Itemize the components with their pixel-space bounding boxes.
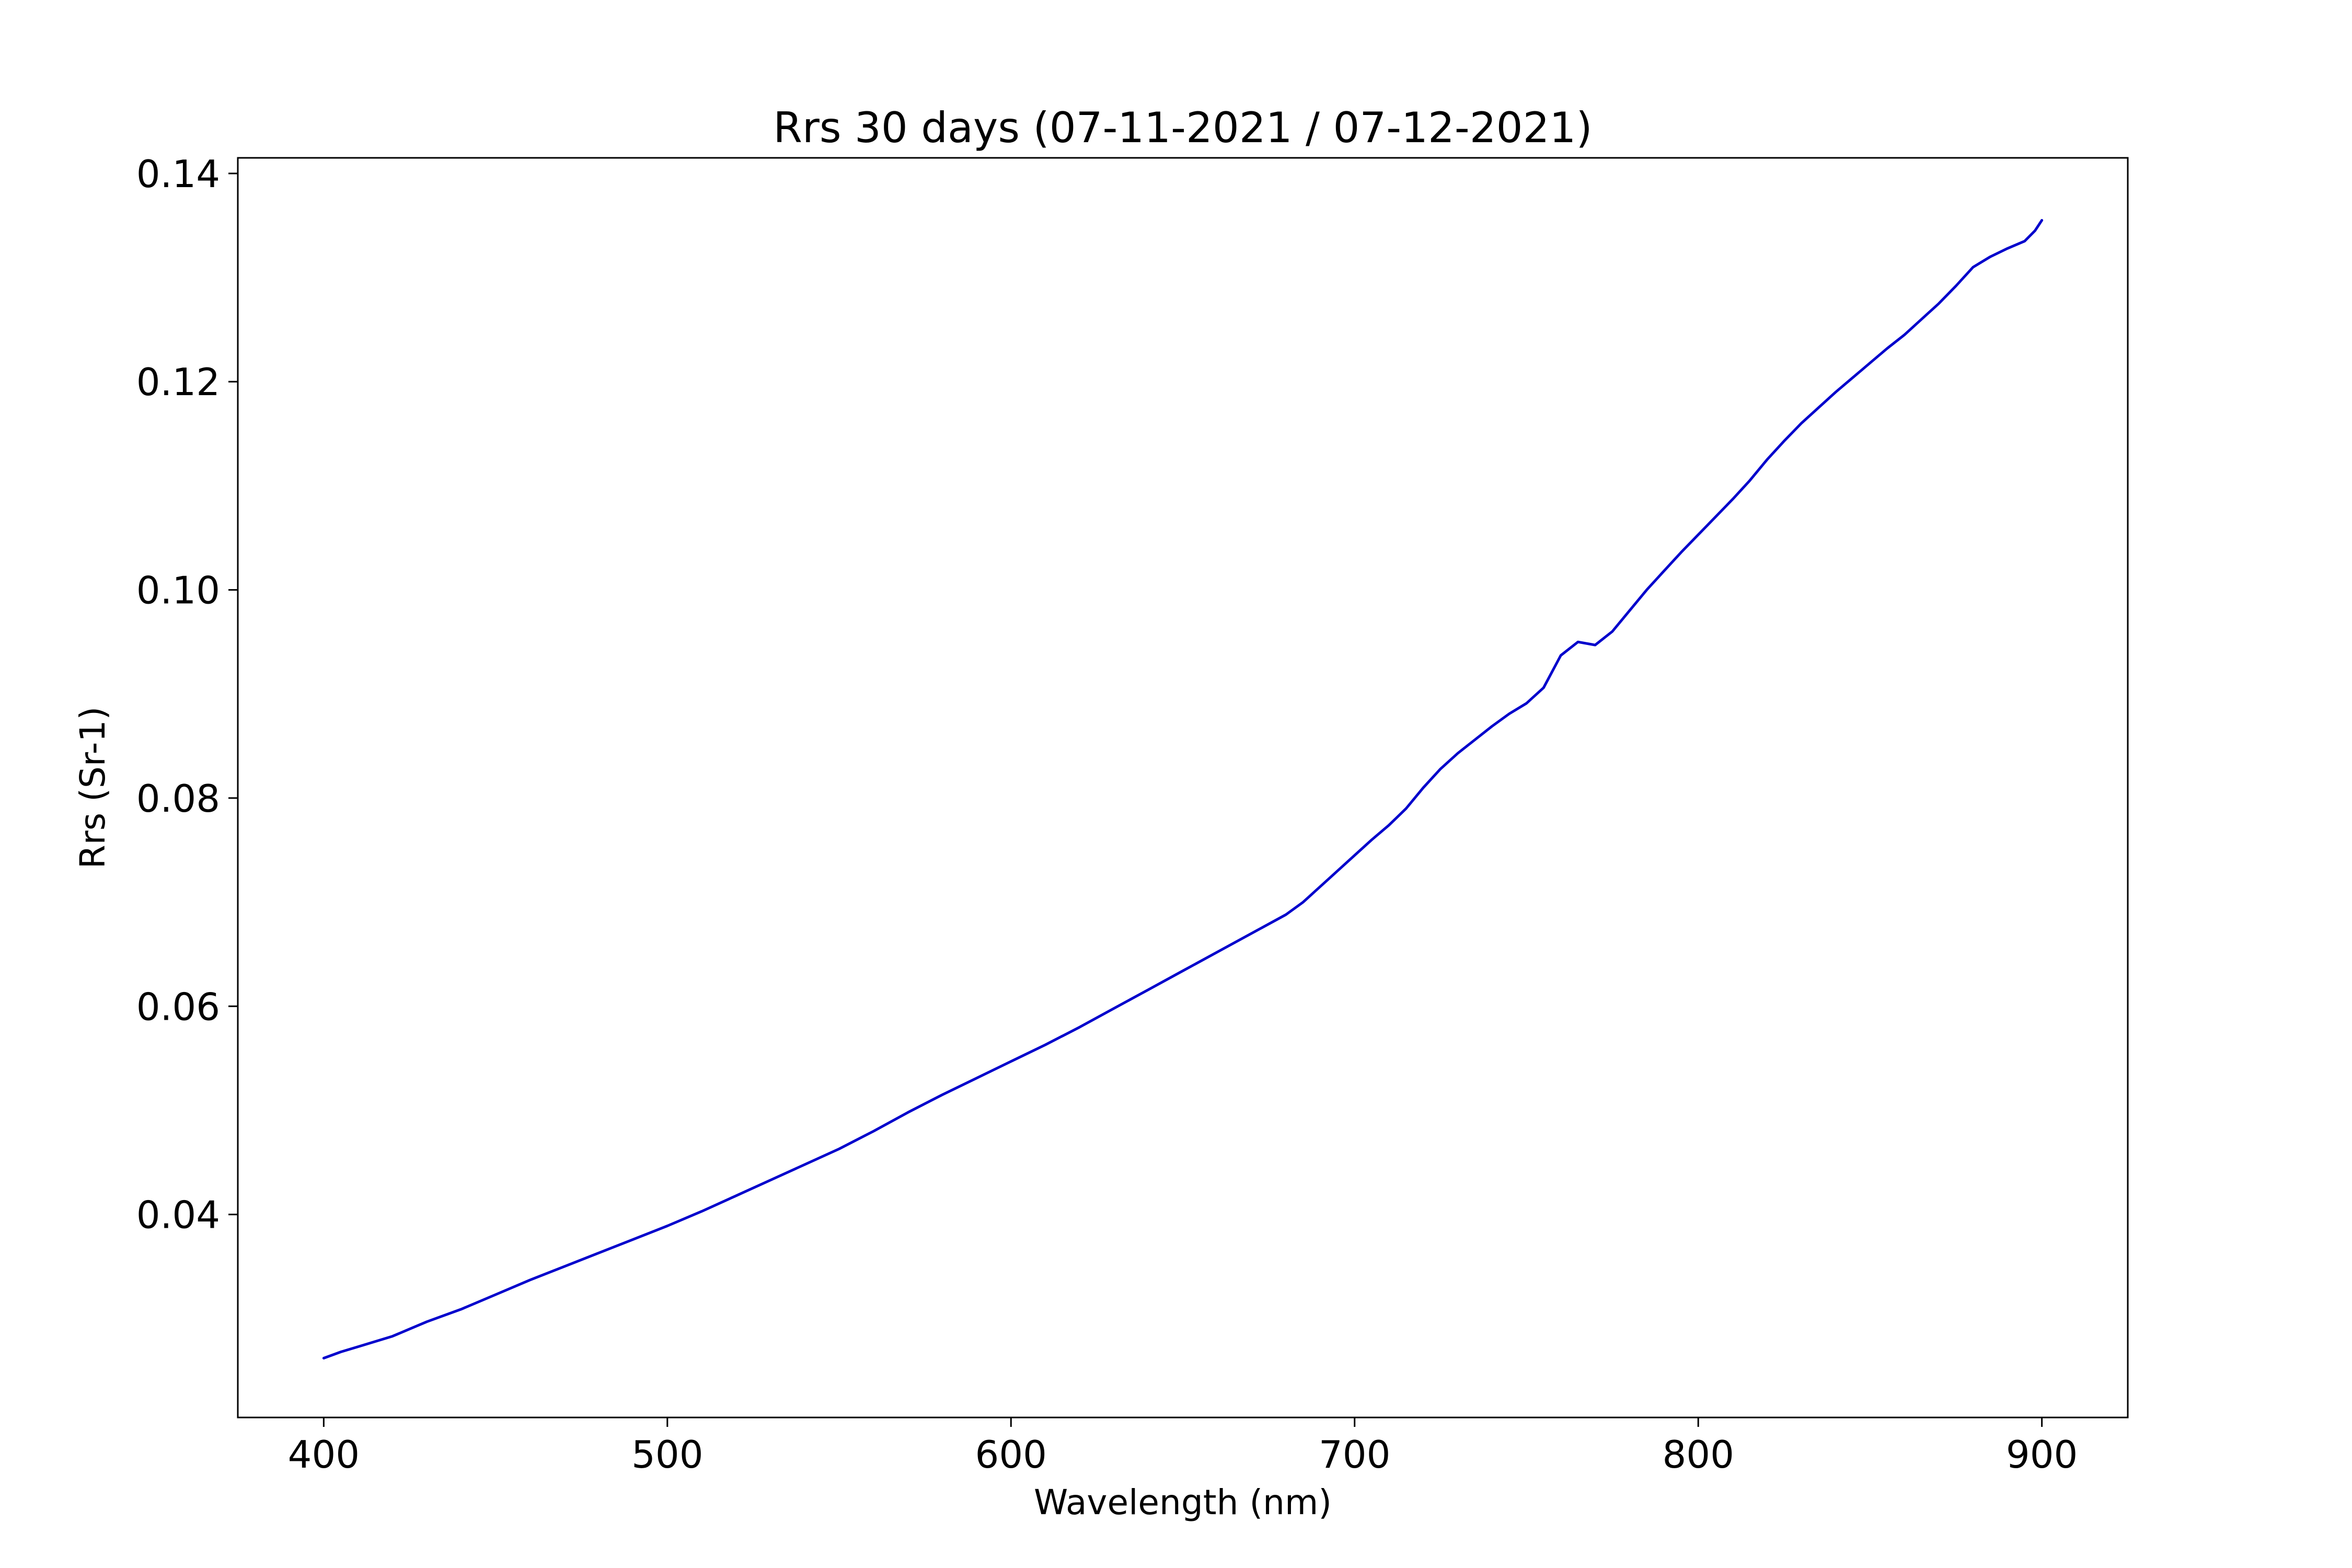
chart-title: Rrs 30 days (07-11-2021 / 07-12-2021) xyxy=(773,103,1592,152)
y-tick-label: 0.04 xyxy=(136,1193,220,1237)
x-axis-title: Wavelength (nm) xyxy=(1034,1482,1332,1523)
x-tick-label: 600 xyxy=(975,1433,1047,1477)
plot-area-frame xyxy=(237,157,2129,1419)
y-tick-label: 0.12 xyxy=(136,360,220,404)
series-layer xyxy=(322,219,2044,1359)
y-tick-label: 0.06 xyxy=(136,985,220,1029)
y-axis: 0.04 0.06 0.08 0.10 0.12 0.14 xyxy=(136,152,238,1237)
x-axis: 400 500 600 700 800 900 xyxy=(288,1417,2078,1477)
rrs-series-line xyxy=(322,219,2044,1359)
x-tick-label: 800 xyxy=(1662,1433,1734,1477)
y-tick-label: 0.14 xyxy=(136,152,220,196)
y-axis-title: Rrs (Sr-1) xyxy=(73,707,113,869)
x-tick-label: 500 xyxy=(631,1433,703,1477)
x-tick-label: 400 xyxy=(288,1433,360,1477)
y-tick-label: 0.08 xyxy=(136,777,220,821)
x-tick-label: 900 xyxy=(2006,1433,2078,1477)
x-tick-label: 700 xyxy=(1319,1433,1390,1477)
y-tick-label: 0.10 xyxy=(136,569,220,613)
